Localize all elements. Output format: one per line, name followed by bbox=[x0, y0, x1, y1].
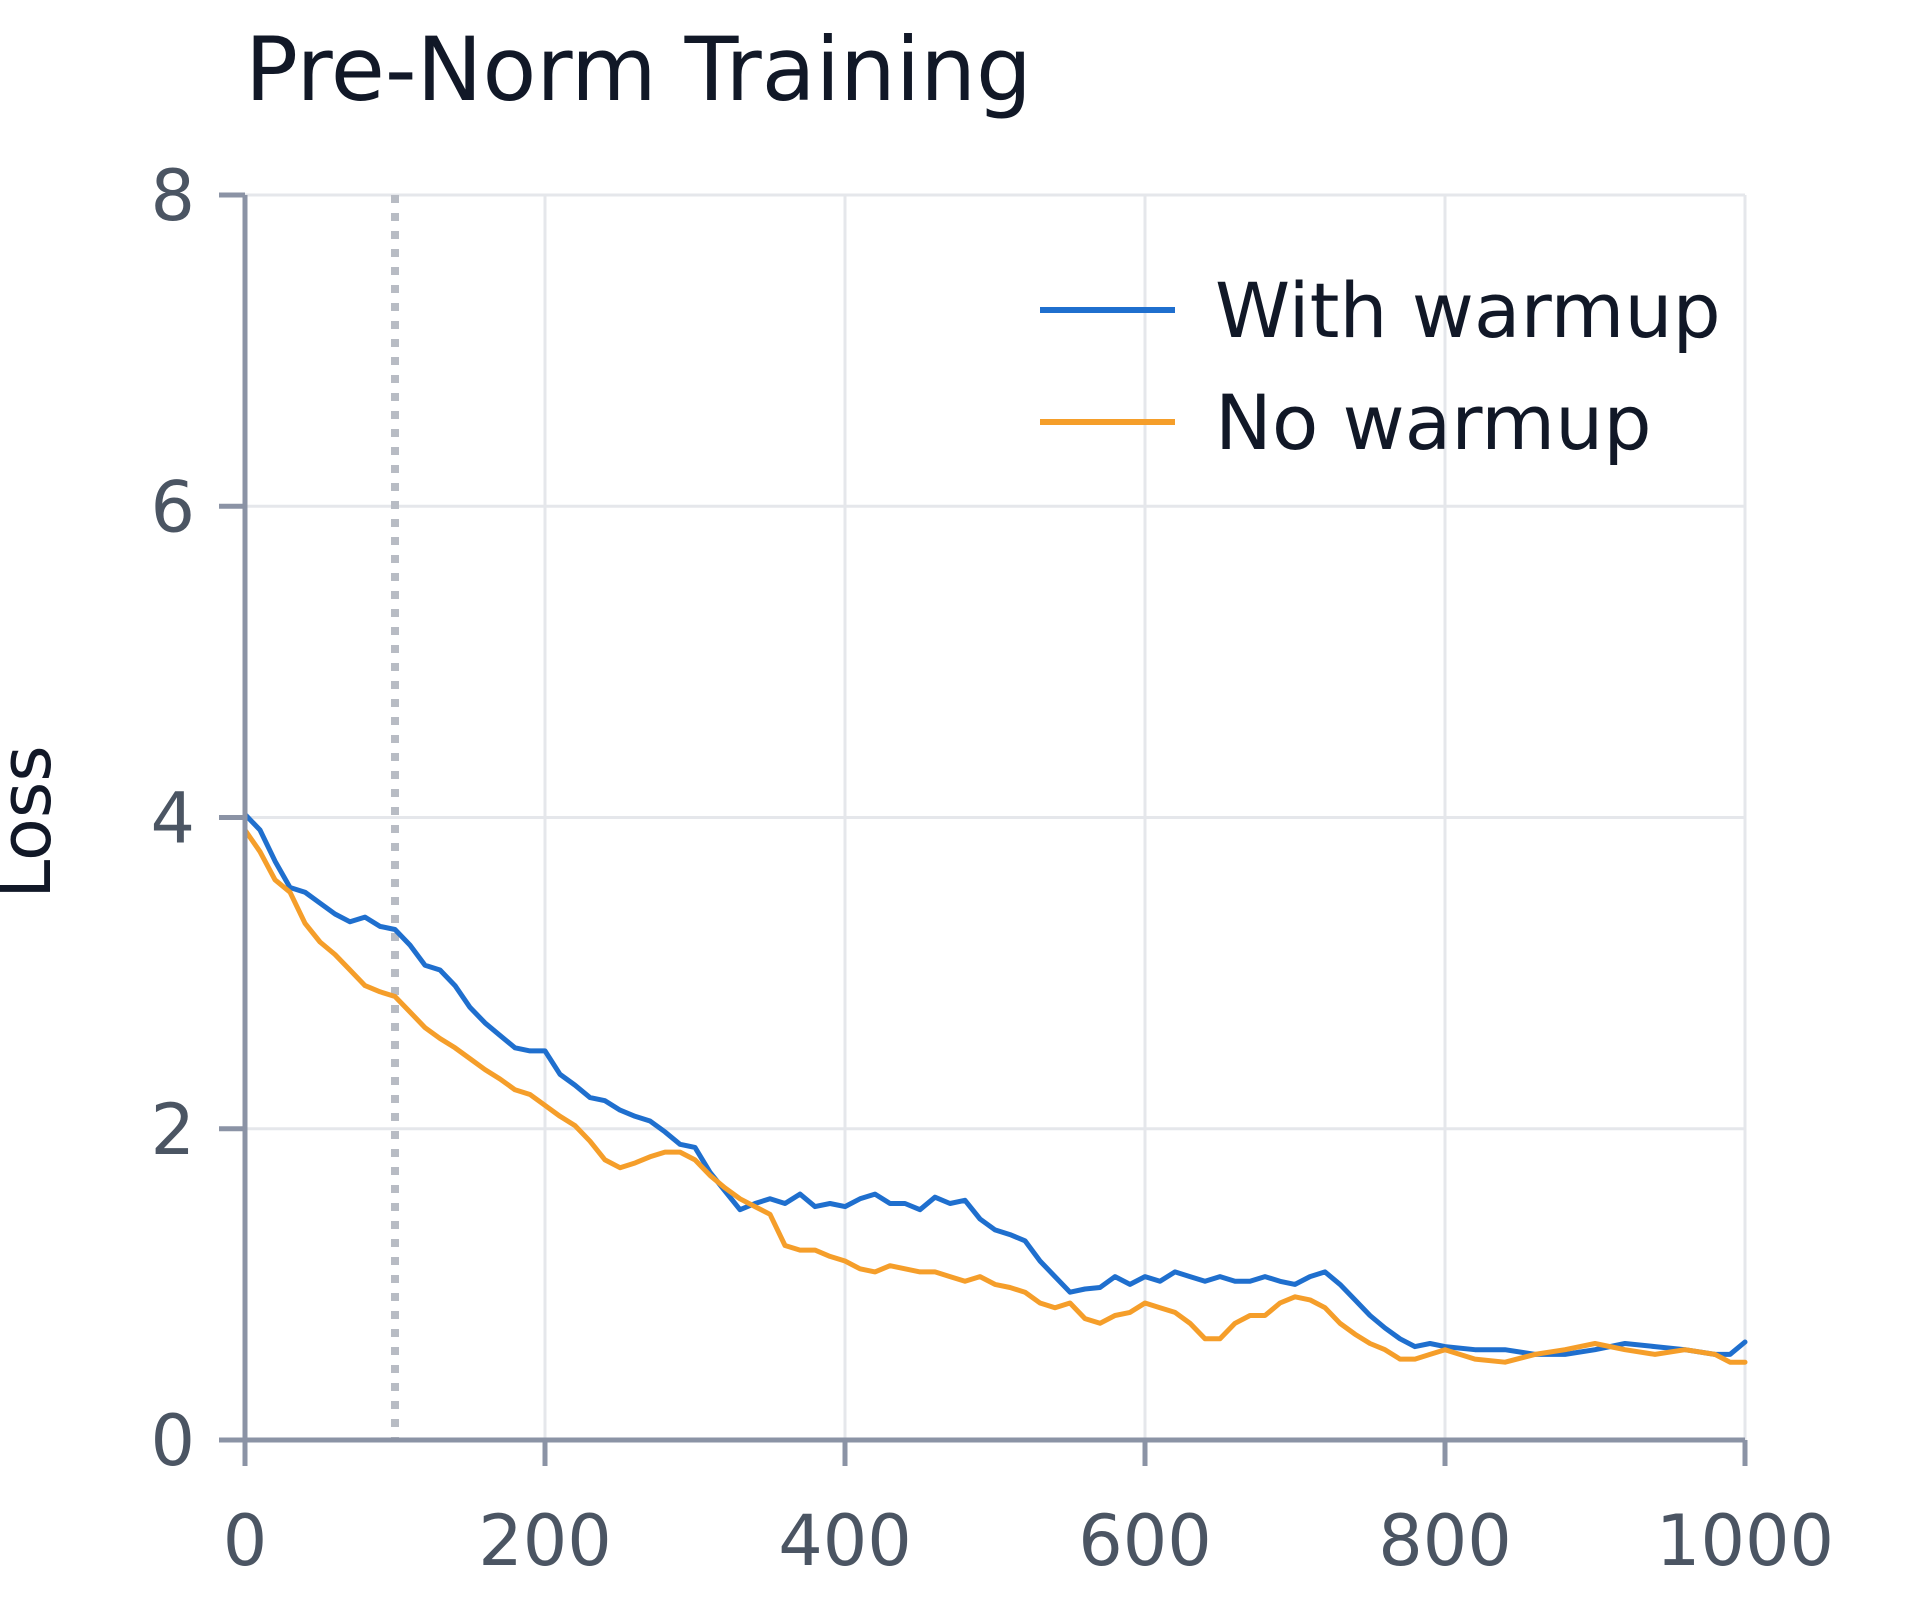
y-tick-label: 8 bbox=[150, 155, 195, 237]
y-axis-label: Loss bbox=[0, 745, 67, 899]
x-tick-label: 200 bbox=[478, 1500, 612, 1582]
x-tick-label: 800 bbox=[1378, 1500, 1512, 1582]
x-tick-label: 1000 bbox=[1656, 1500, 1834, 1582]
legend: With warmup No warmup bbox=[1040, 266, 1721, 467]
y-tick-label: 6 bbox=[150, 466, 195, 548]
legend-label: No warmup bbox=[1215, 378, 1652, 467]
y-tick-label: 2 bbox=[150, 1089, 195, 1171]
chart-title: Pre-Norm Training bbox=[245, 18, 1032, 121]
x-tick-label: 400 bbox=[778, 1500, 912, 1582]
y-tick-label: 0 bbox=[150, 1400, 195, 1482]
series-line-no-warmup bbox=[242, 827, 1748, 1365]
x-tick-label: 600 bbox=[1078, 1500, 1212, 1582]
legend-label: With warmup bbox=[1215, 266, 1721, 355]
y-tick-label: 4 bbox=[150, 778, 195, 860]
x-tick-label: 0 bbox=[223, 1500, 268, 1582]
series-line-with-warmup bbox=[242, 811, 1748, 1357]
axes: 0 2 4 6 8 0 200 400 600 800 1000 bbox=[150, 155, 1834, 1582]
series-layer bbox=[242, 811, 1748, 1365]
